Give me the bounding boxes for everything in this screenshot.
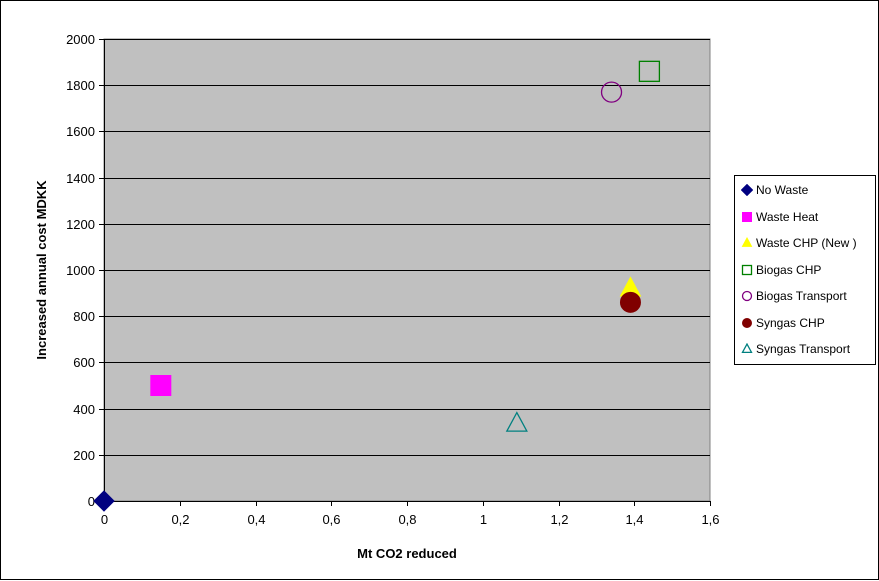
x-tick-label: 1,6 <box>701 512 719 527</box>
legend-item: Waste Heat <box>735 209 879 227</box>
legend-marker-icon <box>741 343 753 354</box>
axes <box>104 39 710 502</box>
legend-symbol <box>742 317 752 328</box>
x-tick-label: 0 <box>101 512 108 527</box>
legend: No Waste Waste Heat Waste CHP (New ) Biogas… <box>734 175 876 365</box>
x-tick-label: 0,2 <box>171 512 189 527</box>
y-tick-label: 400 <box>73 402 95 417</box>
x-tick-label: 0,6 <box>322 512 340 527</box>
legend-marker-icon <box>741 264 753 275</box>
legend-symbol <box>741 290 753 302</box>
gridlines <box>99 39 711 506</box>
y-tick-label: 600 <box>73 355 95 370</box>
legend-label: Waste Heat <box>756 209 819 224</box>
y-tick-label: 1400 <box>66 171 95 186</box>
legend-marker-icon <box>741 237 753 247</box>
point-biogas-chp <box>638 60 661 82</box>
legend-symbol <box>742 211 752 222</box>
legend-label: No Waste <box>756 183 809 197</box>
legend-marker-icon <box>741 290 753 302</box>
y-tick-label: 0 <box>88 494 95 509</box>
y-tick-label: 2000 <box>66 32 95 47</box>
legend-item: Syngas Transport <box>735 341 879 359</box>
legend-marker-icon <box>742 211 752 222</box>
legend-symbol <box>741 343 753 354</box>
legend-item: Waste CHP (New ) <box>735 235 879 253</box>
legend-label: Waste CHP (New ) <box>756 236 857 250</box>
x-tick-label: 1,4 <box>625 512 643 527</box>
point-waste-heat <box>150 375 172 396</box>
x-tick-label: 1,2 <box>550 512 568 527</box>
y-tick-label: 1000 <box>66 263 95 278</box>
legend-symbol <box>741 264 753 275</box>
y-tick-labels: 0 200 400 600 800 1000 1200 1400 1600 1800 2000 <box>66 32 95 509</box>
y-tick-label: 1800 <box>66 78 95 93</box>
x-axis-title: Mt CO2 reduced <box>357 546 457 561</box>
point-syngas-chp <box>619 291 641 313</box>
legend-marker-icon <box>742 317 752 328</box>
y-tick-label: 800 <box>73 309 95 324</box>
point-biogas-transport <box>600 81 623 103</box>
point-no-waste <box>93 490 115 512</box>
legend-symbol <box>741 184 753 196</box>
legend-symbol <box>741 237 753 247</box>
legend-label: Syngas CHP <box>756 315 825 330</box>
x-tick-label: 0,4 <box>247 512 265 527</box>
legend-marker-icon <box>741 184 753 196</box>
legend-item: Biogas Transport <box>735 288 879 306</box>
legend-label: Syngas Transport <box>756 342 851 356</box>
y-tick-label: 1600 <box>66 124 95 139</box>
legend-item: Syngas CHP <box>735 315 879 333</box>
data-points <box>93 60 661 512</box>
legend-label: Biogas CHP <box>756 262 822 277</box>
point-syngas-transport <box>505 411 528 432</box>
legend-item: Biogas CHP <box>735 262 879 280</box>
x-tick-label: 1 <box>480 512 487 527</box>
x-tick-label: 0,8 <box>398 512 416 527</box>
x-tick-labels: 0 0,2 0,4 0,6 0,8 1 1,2 1,4 1,6 <box>101 512 720 527</box>
y-tick-label: 200 <box>73 448 95 463</box>
legend-label: Biogas Transport <box>756 289 847 303</box>
y-axis-title: Increased annual cost MDKK <box>34 180 49 360</box>
legend-item: No Waste <box>735 182 879 200</box>
y-tick-label: 1200 <box>66 217 95 232</box>
